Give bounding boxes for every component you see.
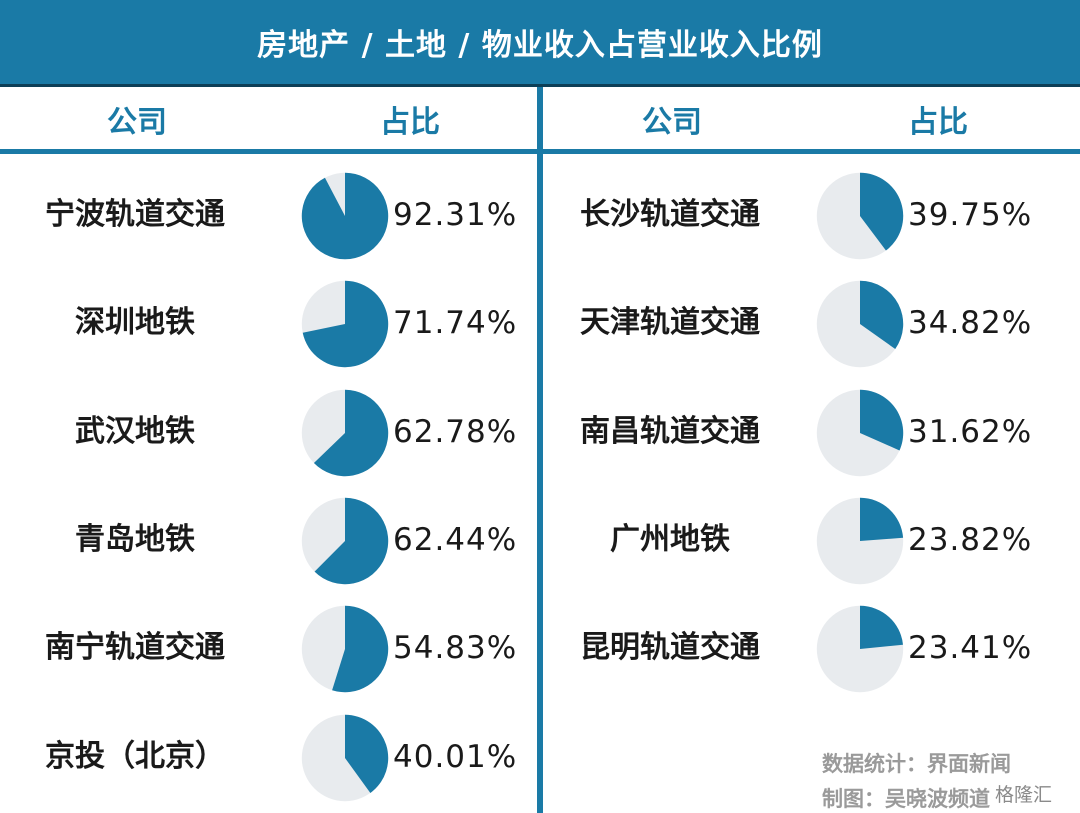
- watermark-text: 格隆汇: [995, 784, 1053, 806]
- pie-row: 长沙轨道交通 39.75%: [0, 165, 1080, 265]
- right-header-rule: [543, 149, 1080, 154]
- pie-row: 武汉地铁 62.78%: [0, 382, 1080, 482]
- percent-label: 54.83%: [393, 630, 518, 666]
- pie-chart: [301, 280, 389, 368]
- pie-value-slice: [860, 280, 904, 349]
- percent-label: 40.01%: [393, 739, 518, 775]
- pie-value-slice: [860, 605, 903, 649]
- column-divider: [537, 87, 543, 813]
- company-name: 天津轨道交通: [580, 305, 760, 340]
- pie-value-slice: [345, 714, 389, 793]
- data-source-credit: 数据统计：界面新闻: [822, 752, 1011, 776]
- company-name: 京投（北京）: [45, 739, 225, 774]
- pie-chart: [301, 605, 389, 693]
- made-by-credit: 制图：吴晓波频道: [822, 787, 990, 811]
- company-name: 宁波轨道交通: [45, 197, 225, 232]
- right-share-header: 占比: [908, 105, 968, 140]
- company-name: 武汉地铁: [75, 414, 195, 449]
- pie-value-slice: [860, 172, 904, 251]
- pie-value-slice: [313, 389, 389, 477]
- pie-row: 广州地铁 23.82%: [0, 490, 1080, 590]
- pie-chart: [816, 497, 904, 585]
- percent-label: 62.78%: [393, 414, 518, 450]
- pie-row: 天津轨道交通 34.82%: [0, 273, 1080, 373]
- percent-label: 62.44%: [393, 522, 518, 558]
- pie-row: 京投（北京） 40.01%: [0, 707, 1080, 807]
- percent-label: 23.82%: [908, 522, 1033, 558]
- pie-chart: [301, 172, 389, 260]
- pie-value-slice: [332, 605, 389, 693]
- right-company-header: 公司: [642, 105, 702, 140]
- company-name: 深圳地铁: [75, 305, 195, 340]
- pie-row: 青岛地铁 62.44%: [0, 490, 1080, 590]
- percent-label: 31.62%: [908, 414, 1033, 450]
- company-name: 青岛地铁: [75, 522, 195, 557]
- pie-row: 深圳地铁 71.74%: [0, 273, 1080, 373]
- pie-chart: [301, 714, 389, 802]
- company-name: 长沙轨道交通: [580, 197, 760, 232]
- chart-title: 房地产 / 土地 / 物业收入占营业收入比例: [0, 0, 1080, 84]
- pie-chart: [301, 497, 389, 585]
- left-share-header: 占比: [380, 105, 440, 140]
- company-name: 南宁轨道交通: [45, 630, 225, 665]
- pie-chart: [301, 389, 389, 477]
- pie-row: 南宁轨道交通 54.83%: [0, 598, 1080, 698]
- pie-chart: [816, 605, 904, 693]
- pie-chart: [816, 172, 904, 260]
- percent-label: 71.74%: [393, 305, 518, 341]
- pie-chart: [816, 389, 904, 477]
- percent-label: 23.41%: [908, 630, 1033, 666]
- left-company-header: 公司: [107, 105, 167, 140]
- pie-value-slice: [860, 389, 904, 451]
- pie-row: 昆明轨道交通 23.41%: [0, 598, 1080, 698]
- company-name: 广州地铁: [610, 522, 730, 557]
- title-rule: [0, 84, 1080, 87]
- pie-row: 南昌轨道交通 31.62%: [0, 382, 1080, 482]
- percent-label: 39.75%: [908, 197, 1033, 233]
- pie-value-slice: [314, 497, 389, 585]
- pie-value-slice: [860, 497, 904, 541]
- percent-label: 34.82%: [908, 305, 1033, 341]
- pie-value-slice: [302, 280, 389, 368]
- company-name: 南昌轨道交通: [580, 414, 760, 449]
- pie-row: 宁波轨道交通 92.31%: [0, 165, 1080, 265]
- company-name: 昆明轨道交通: [580, 630, 760, 665]
- percent-label: 92.31%: [393, 197, 518, 233]
- pie-value-slice: [301, 172, 389, 260]
- pie-chart: [816, 280, 904, 368]
- left-header-rule: [0, 149, 537, 154]
